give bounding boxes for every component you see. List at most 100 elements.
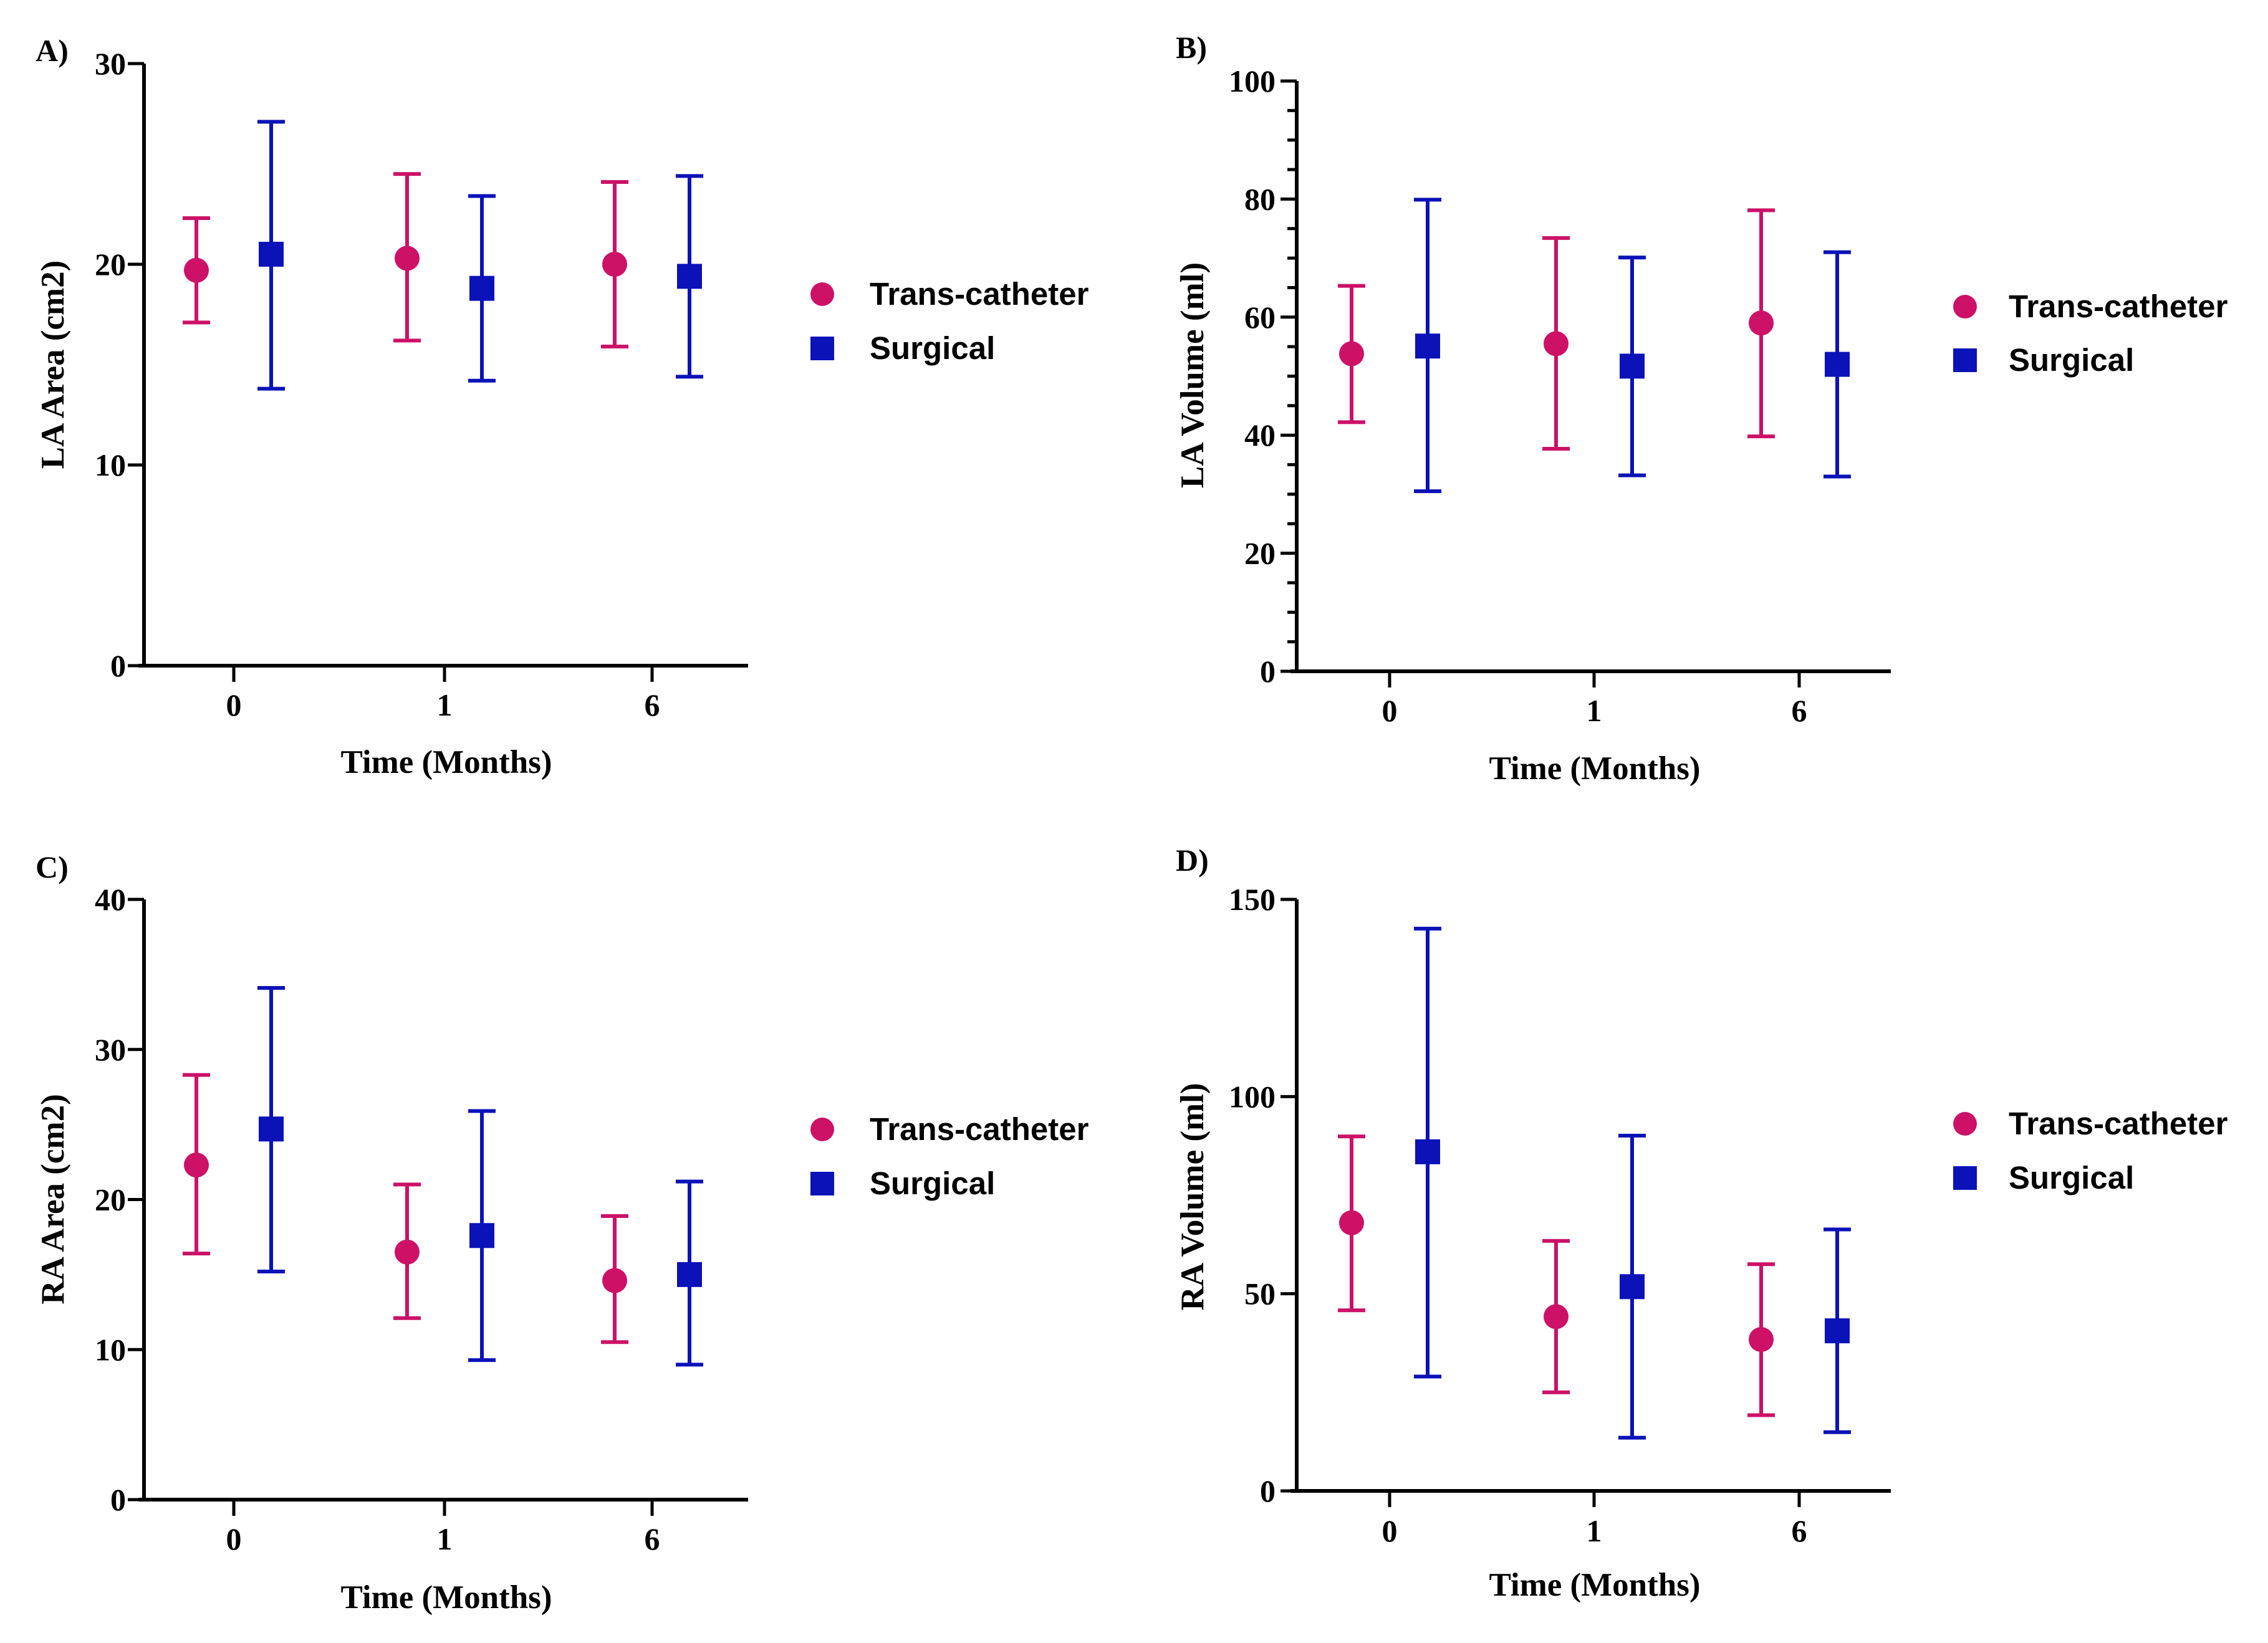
x-tick-label: 1 (437, 687, 453, 722)
x-tick-label: 0 (226, 687, 242, 722)
panel-label: B) (1176, 30, 1207, 65)
y-tick-label: 20 (95, 247, 126, 282)
legend-label: Surgical (2009, 1160, 2134, 1195)
data-point-circle (1544, 331, 1569, 357)
series-trans-catheter (1338, 1134, 1775, 1417)
series-trans-catheter (183, 1073, 628, 1344)
series-surgical (257, 986, 703, 1367)
y-tick-label: 0 (110, 648, 126, 683)
legend-marker-circle (1953, 1112, 1977, 1136)
data-point-square (677, 1262, 702, 1287)
data-point-circle (1544, 1304, 1569, 1329)
data-point-square (469, 1223, 494, 1248)
y-tick-label: 20 (1244, 536, 1276, 571)
x-tick-label: 6 (1792, 1513, 1807, 1548)
y-tick-label: 50 (1244, 1277, 1276, 1311)
legend: Trans-catheter Surgical (1953, 289, 2228, 378)
data-point-square (1415, 1139, 1440, 1164)
series-surgical (1414, 926, 1851, 1440)
y-tick-label: 150 (1229, 882, 1276, 917)
y-tick-label: 10 (95, 1332, 126, 1367)
legend: Trans-catheter Surgical (1953, 1106, 2228, 1195)
legend: Trans-catheter Surgical (810, 1111, 1089, 1201)
data-point-circle (602, 252, 627, 277)
x-axis-title: Time (Months) (1489, 750, 1700, 787)
y-tick-label: 80 (1244, 181, 1276, 216)
x-tick-label: 6 (1792, 693, 1807, 728)
legend-marker-square (810, 1172, 834, 1195)
data-point-circle (184, 1152, 209, 1178)
data-point-circle (395, 1239, 420, 1265)
y-tick-label: 30 (95, 1032, 126, 1067)
y-tick-label: 60 (1244, 300, 1276, 335)
y-tick-label: 10 (95, 448, 126, 482)
data-point-square (259, 241, 284, 267)
x-tick-label: 1 (437, 1521, 453, 1556)
series-trans-catheter (183, 172, 628, 349)
data-point-circle (602, 1268, 627, 1293)
x-tick-label: 6 (645, 687, 660, 722)
x-tick-label: 0 (1382, 1513, 1398, 1548)
y-tick-label: 100 (1229, 1079, 1276, 1114)
y-tick-label: 0 (1260, 1473, 1276, 1508)
panel-b: B) 0 20 40 60 80 100 0 1 6 Time (Months) LA Volume … (1175, 30, 2228, 787)
data-point-circle (1339, 341, 1364, 366)
data-point-square (1620, 1274, 1645, 1300)
x-axis-title: Time (Months) (340, 1579, 552, 1616)
series-trans-catheter (1338, 208, 1775, 451)
legend-marker-circle (810, 282, 834, 306)
panel-a: A) 0 10 20 30 0 1 6 Time (Months) LA Area (cm2) Tr… (35, 33, 1089, 780)
data-point-square (1415, 333, 1440, 359)
legend-marker-square (1953, 348, 1977, 372)
legend-label: Surgical (870, 1166, 995, 1201)
legend-marker-square (810, 337, 834, 360)
legend-label: Surgical (870, 330, 995, 366)
y-tick-label: 30 (95, 46, 126, 81)
x-tick-label: 1 (1587, 1513, 1602, 1548)
y-axis-title: LA Area (cm2) (35, 261, 71, 469)
panel-label: D) (1176, 843, 1209, 878)
y-tick-label: 20 (95, 1182, 126, 1217)
data-point-circle (1339, 1210, 1364, 1235)
data-point-circle (1749, 310, 1774, 336)
series-surgical (1414, 198, 1851, 494)
legend-label: Trans-catheter (870, 276, 1089, 312)
y-tick-label: 40 (1244, 418, 1276, 453)
legend-label: Trans-catheter (2009, 1106, 2228, 1141)
x-tick-label: 0 (226, 1521, 242, 1556)
legend-marker-square (1953, 1166, 1977, 1190)
x-axis-title: Time (Months) (340, 744, 552, 780)
y-tick-label: 0 (110, 1482, 126, 1517)
legend-label: Surgical (2009, 342, 2134, 378)
panel-label: C) (36, 850, 69, 884)
y-axis-title: RA Area (cm2) (35, 1094, 71, 1305)
x-tick-label: 6 (645, 1521, 660, 1556)
x-tick-label: 0 (1382, 693, 1398, 728)
panel-c: C) 0 10 20 30 40 0 1 6 Time (Months) RA Area (cm2)… (35, 850, 1089, 1616)
data-point-square (677, 264, 702, 289)
y-axis-title: LA Volume (ml) (1175, 262, 1211, 488)
y-axis-title: RA Volume (ml) (1175, 1083, 1211, 1310)
data-point-square (469, 275, 494, 301)
data-point-square (1620, 353, 1645, 379)
legend-label: Trans-catheter (2009, 289, 2228, 324)
x-tick-label: 1 (1587, 693, 1602, 728)
data-point-square (1825, 1318, 1850, 1344)
panel-label: A) (36, 33, 69, 68)
x-axis-title: Time (Months) (1489, 1567, 1700, 1603)
legend-marker-circle (810, 1118, 834, 1141)
legend-marker-circle (1953, 295, 1977, 319)
series-surgical (257, 120, 703, 391)
data-point-square (259, 1116, 284, 1142)
data-point-circle (184, 257, 209, 283)
legend-label: Trans-catheter (870, 1111, 1089, 1147)
y-tick-label: 40 (95, 882, 126, 917)
data-point-circle (395, 246, 420, 271)
legend: Trans-catheter Surgical (810, 276, 1089, 366)
y-tick-label: 100 (1229, 64, 1276, 98)
panel-d: D) 0 50 100 150 0 1 6 Time (Months) RA Volume (ml… (1175, 843, 2228, 1603)
data-point-circle (1749, 1327, 1774, 1353)
data-point-square (1825, 352, 1850, 377)
y-tick-label: 0 (1260, 654, 1276, 689)
